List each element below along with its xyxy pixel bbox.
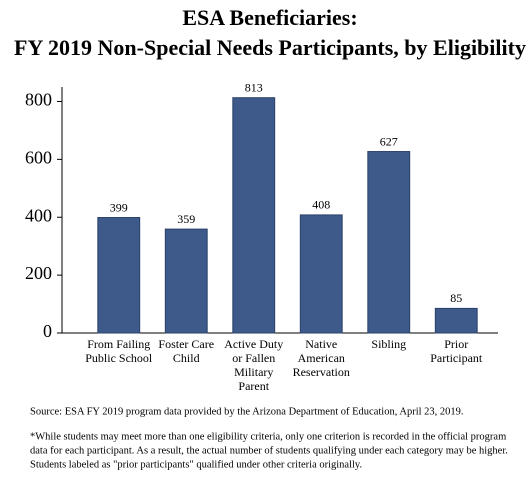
- x-tick-label: Active Duty: [224, 337, 283, 351]
- bar: [367, 151, 411, 334]
- x-tick-label: or Fallen: [232, 351, 275, 365]
- bar: [232, 97, 276, 334]
- bar: [164, 228, 208, 334]
- y-tick-label: 0: [43, 321, 52, 341]
- chart-title: FY 2019 Non-Special Needs Participants, …: [14, 35, 526, 60]
- footnote: Students labeled as "prior participants"…: [30, 459, 362, 470]
- x-tick-label: Military: [234, 365, 273, 379]
- x-tick-label: Public School: [85, 351, 153, 365]
- bar: [434, 307, 478, 334]
- footnote: *While students may meet more than one e…: [30, 431, 506, 442]
- value-label: 408: [312, 198, 330, 212]
- source: Source: ESA FY 2019 program data provide…: [30, 406, 464, 417]
- x-tick-label: Foster Care: [158, 337, 214, 351]
- value-label: 359: [177, 212, 195, 226]
- value-label: 627: [380, 134, 398, 148]
- y-tick-label: 800: [25, 90, 52, 110]
- y-tick-label: 600: [25, 147, 52, 167]
- bar: [299, 214, 343, 334]
- x-tick-label: Participant: [430, 351, 483, 365]
- x-tick-label: Sibling: [371, 337, 406, 351]
- value-label: 85: [450, 291, 462, 305]
- bar: [97, 217, 141, 334]
- value-label: 813: [245, 80, 263, 94]
- y-tick-label: 200: [25, 263, 52, 283]
- x-tick-label: Native: [305, 337, 337, 351]
- x-tick-label: Child: [173, 351, 200, 365]
- x-tick-label: Reservation: [293, 365, 350, 379]
- x-tick-label: From Failing: [87, 337, 150, 351]
- footnote: data for each participant. As a result, …: [30, 445, 508, 456]
- value-label: 399: [110, 200, 128, 214]
- y-tick-label: 400: [25, 205, 52, 225]
- x-tick-label: American: [298, 351, 345, 365]
- x-tick-label: Parent: [238, 379, 269, 393]
- x-tick-label: Prior: [444, 337, 468, 351]
- chart-title: ESA Beneficiaries:: [182, 5, 357, 30]
